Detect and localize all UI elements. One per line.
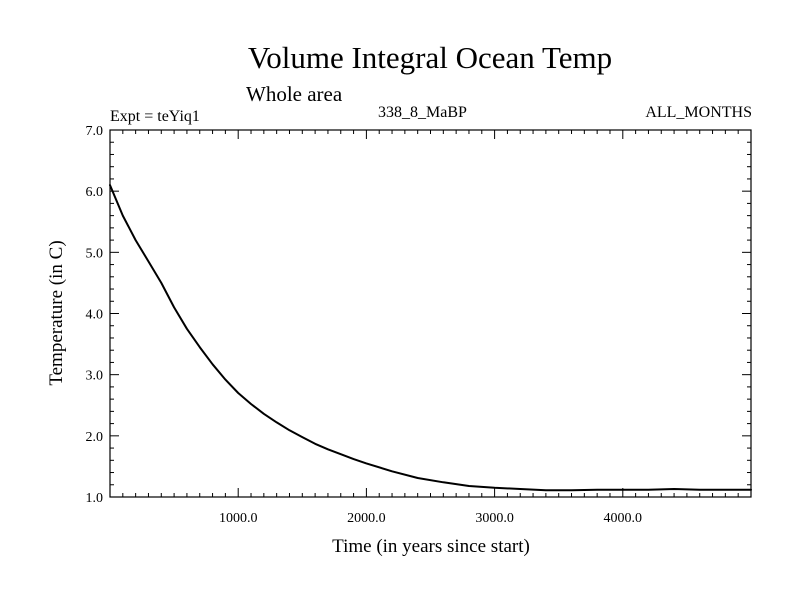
months-label: ALL_MONTHS bbox=[645, 104, 752, 121]
y-tick-label: 6.0 bbox=[86, 185, 104, 200]
axis-ticks bbox=[110, 129, 751, 498]
axis-tick-labels: 1000.0 2000.0 3000.0 4000.0 1.0 2.0 3.0 4.0 5.0 6… bbox=[86, 124, 643, 526]
x-tick-label: 1000.0 bbox=[219, 511, 258, 526]
chart-title: Volume Integral Ocean Temp bbox=[248, 40, 612, 75]
y-tick-label: 1.0 bbox=[86, 491, 104, 506]
period-label: 338_8_MaBP bbox=[378, 104, 467, 121]
experiment-label: Expt = teYiq1 bbox=[110, 108, 200, 125]
y-tick-label: 7.0 bbox=[86, 124, 104, 139]
x-tick-label: 4000.0 bbox=[604, 511, 643, 526]
series-group bbox=[109, 184, 752, 492]
chart-subtitle: Whole area bbox=[246, 82, 343, 106]
x-axis-label: Time (in years since start) bbox=[332, 536, 530, 557]
plot-frame bbox=[109, 129, 752, 498]
y-tick-label: 4.0 bbox=[86, 308, 104, 323]
x-tick-label: 2000.0 bbox=[347, 511, 386, 526]
y-tick-label: 2.0 bbox=[86, 430, 104, 445]
y-tick-label: 5.0 bbox=[86, 246, 104, 261]
x-tick-label: 3000.0 bbox=[475, 511, 514, 526]
y-tick-label: 3.0 bbox=[86, 369, 104, 384]
series-line bbox=[109, 184, 752, 492]
y-axis-label: Temperature (in C) bbox=[46, 240, 67, 385]
